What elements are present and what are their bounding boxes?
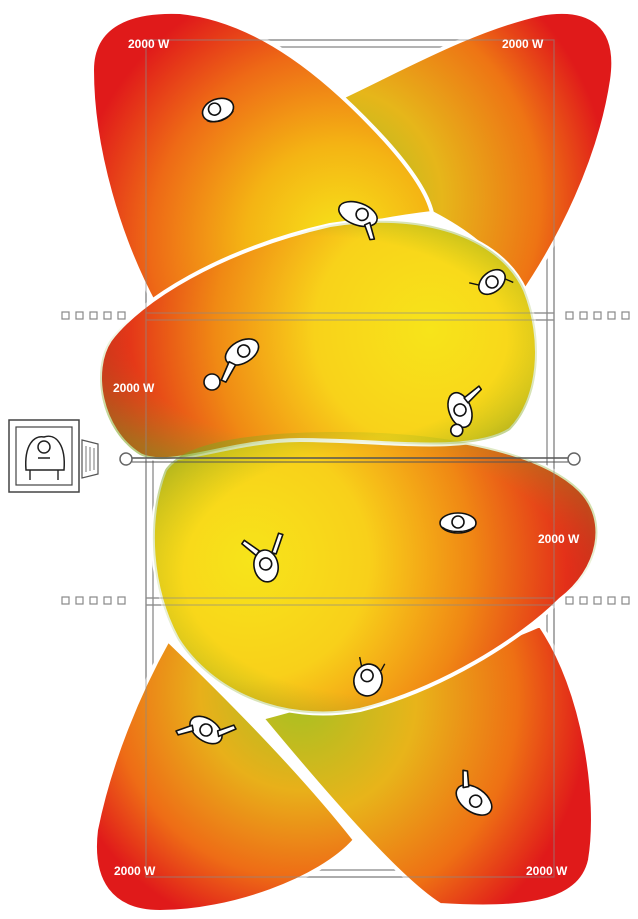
player-topview-icon xyxy=(439,512,477,534)
beam-top-left xyxy=(89,9,435,309)
player-topview-icon xyxy=(447,385,483,438)
light-beams xyxy=(89,9,616,915)
player-topview-icon xyxy=(338,200,378,241)
player-topview-icon xyxy=(220,338,260,383)
camera-icon xyxy=(8,419,99,493)
lamp-label-bottom-left: 2000 W xyxy=(114,864,156,878)
player-topview-icon xyxy=(241,532,284,583)
lamp-label-top-right: 2000 W xyxy=(502,37,544,51)
player-topview-icon xyxy=(175,715,237,745)
players xyxy=(175,97,514,816)
marks-left-lower xyxy=(61,596,126,605)
lamp-labels: 2000 W 2000 W 2000 W 2000 W 2000 W 2000 … xyxy=(113,37,580,878)
beam-bottom-left xyxy=(93,636,358,915)
lamp-label-mid-left: 2000 W xyxy=(113,381,155,395)
net-icon xyxy=(119,452,581,466)
player-topview-icon xyxy=(353,656,386,697)
marks-left-upper xyxy=(61,311,126,320)
ball-icon xyxy=(203,373,221,391)
player-topview-icon xyxy=(201,97,235,123)
lamp-label-mid-right: 2000 W xyxy=(538,532,580,546)
marks-right-lower xyxy=(565,596,630,605)
lamp-label-top-left: 2000 W xyxy=(128,37,170,51)
player-topview-icon xyxy=(469,268,514,296)
marks-right-upper xyxy=(565,311,630,320)
player-topview-icon xyxy=(455,769,493,816)
dashed-marker-icon xyxy=(61,311,630,605)
lamp-label-bottom-right: 2000 W xyxy=(526,864,568,878)
